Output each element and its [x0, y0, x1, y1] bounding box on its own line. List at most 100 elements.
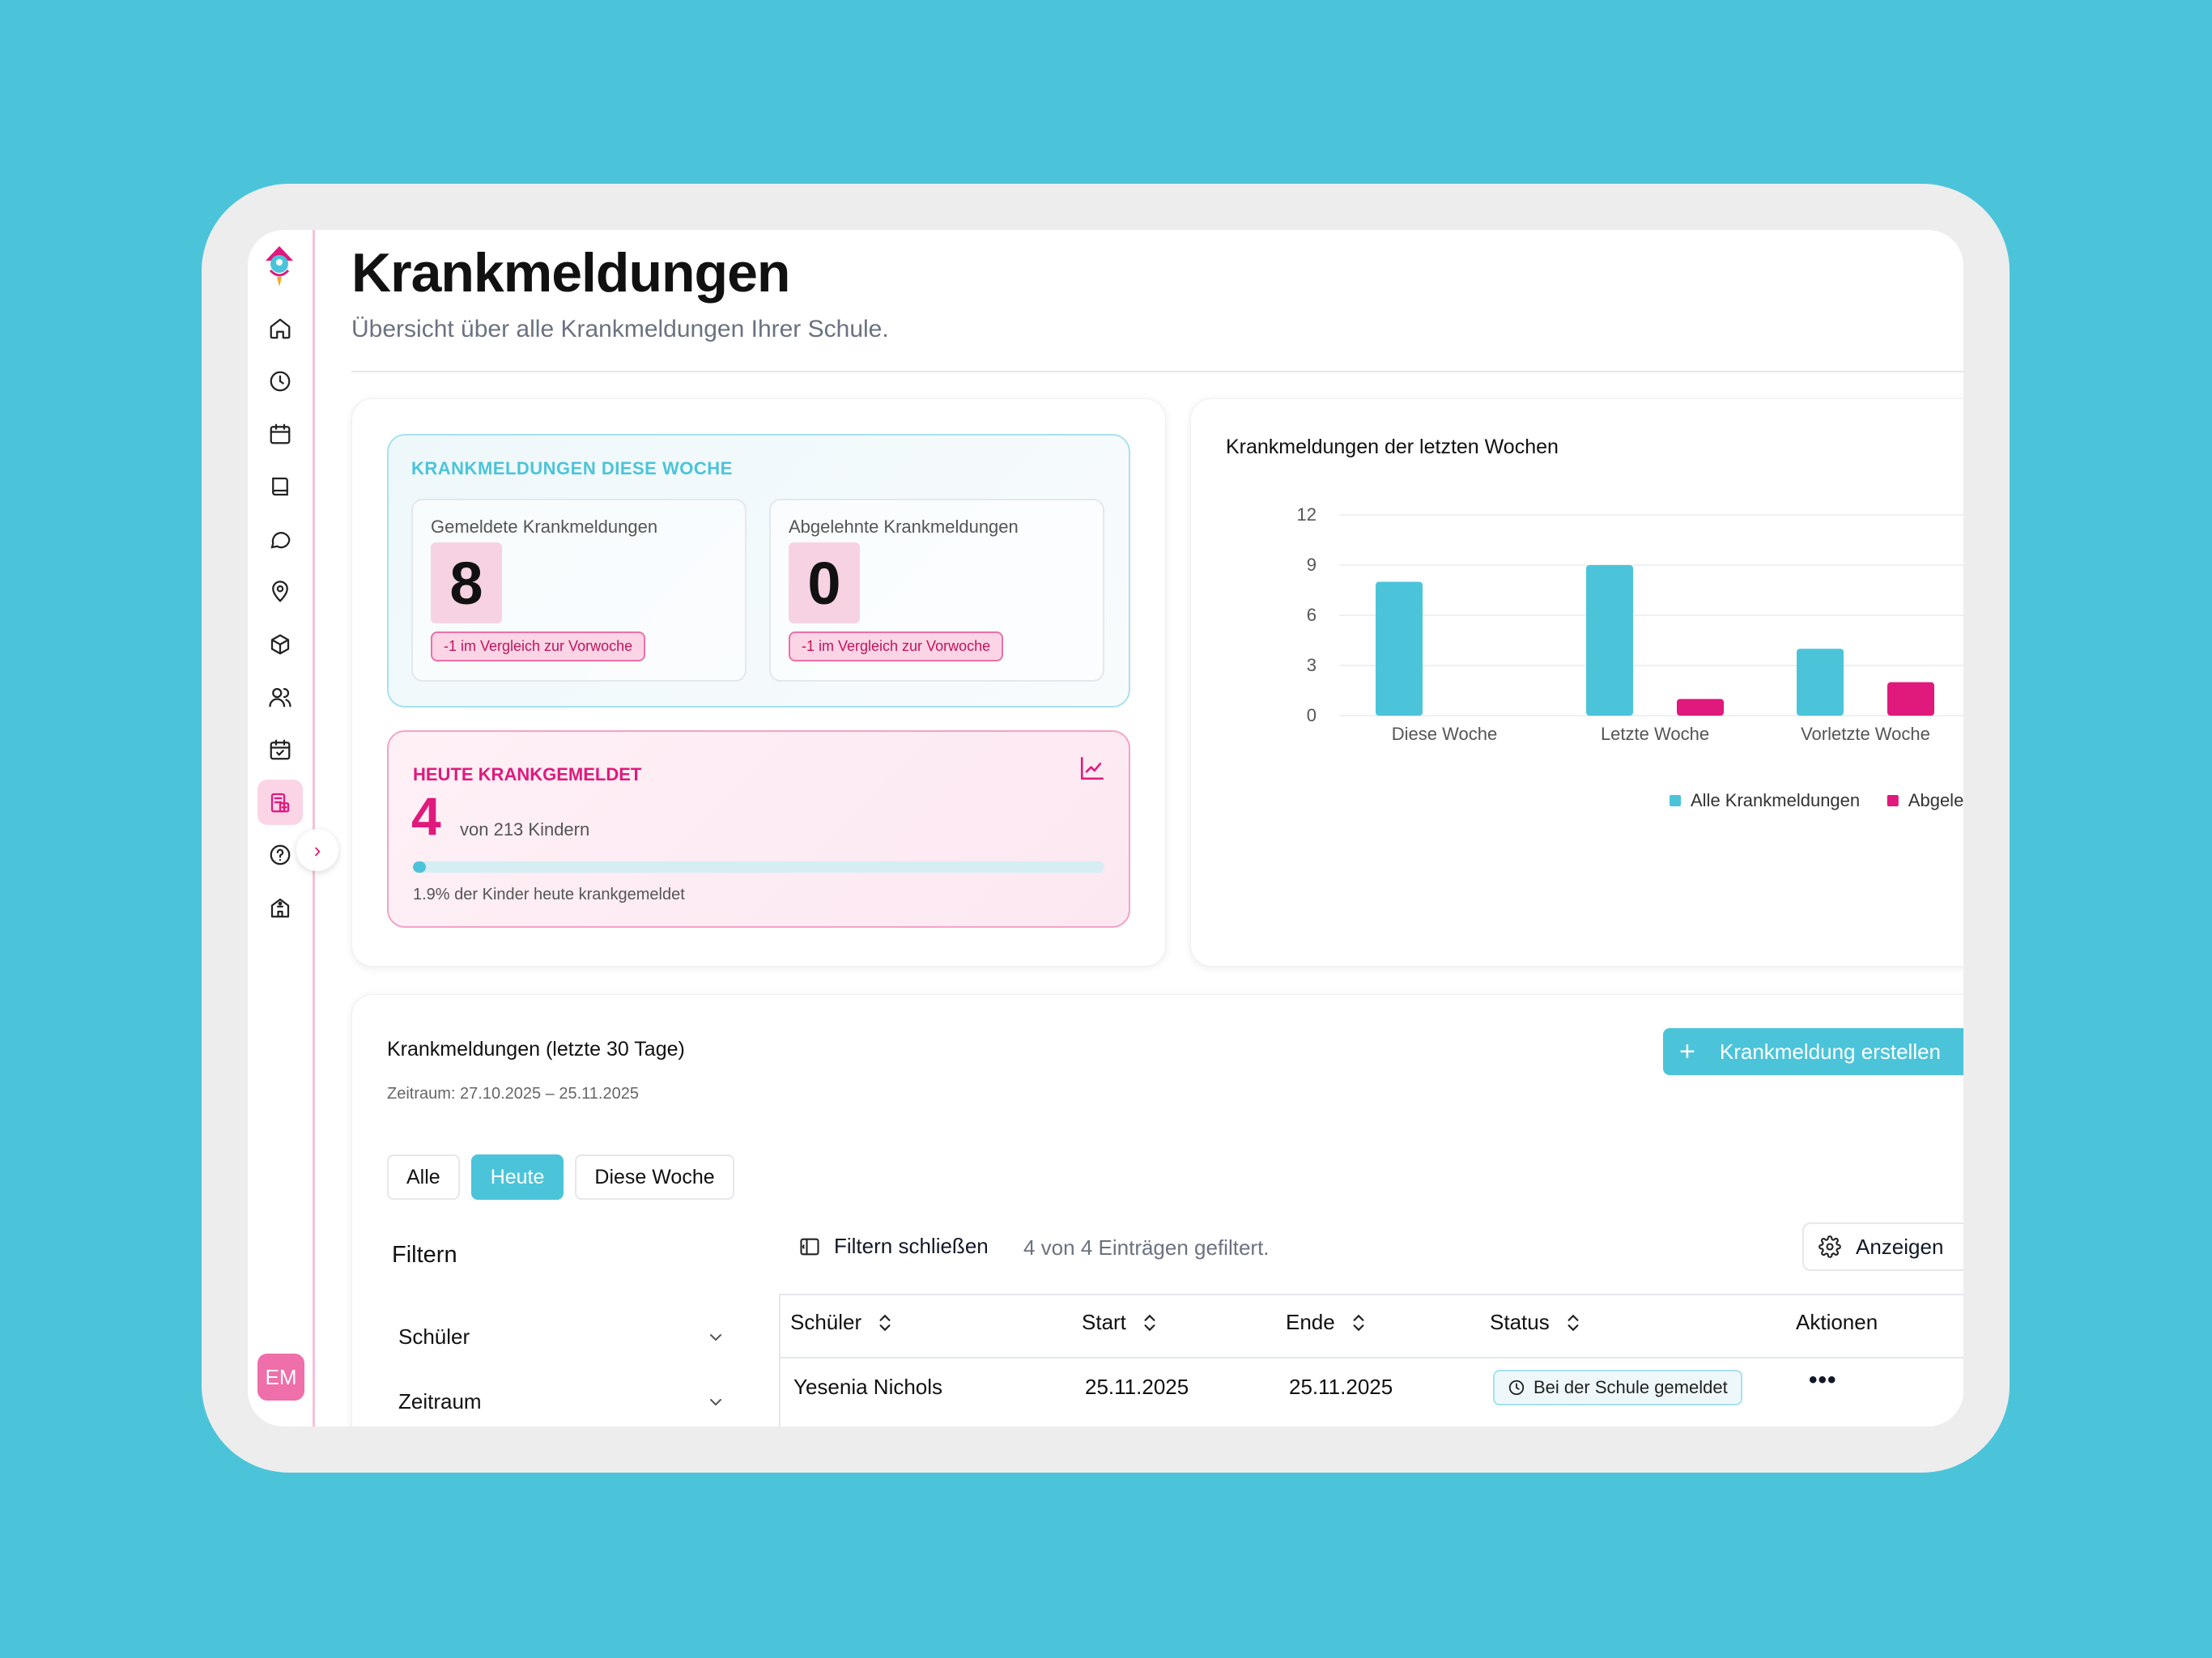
- rejected-stat-value: 0: [789, 542, 860, 623]
- sidebar-expand-button[interactable]: ›: [296, 829, 338, 871]
- filter-count: 4 von 4 Einträgen gefiltert.: [1023, 1235, 1270, 1260]
- filter-period[interactable]: Zeitraum: [398, 1389, 725, 1414]
- bar: [1677, 699, 1724, 716]
- today-value: 4: [411, 786, 441, 846]
- create-sick-report-button[interactable]: + Krankmeldung erstellen: [1663, 1028, 1963, 1075]
- y-tick-label: 3: [1307, 655, 1317, 675]
- nav-location[interactable]: [257, 569, 303, 614]
- app-logo-icon: [266, 246, 293, 287]
- col-header-end[interactable]: Ende: [1286, 1310, 1368, 1335]
- today-progress-bar: [413, 861, 1104, 873]
- book-icon: [272, 477, 288, 496]
- today-sick-panel: HEUTE KRANKGEMELDET 4 von 213 Kindern 1.…: [387, 730, 1130, 928]
- nav-sick-reports[interactable]: [257, 780, 303, 825]
- filter-student[interactable]: Schüler: [398, 1324, 725, 1350]
- col-header-status[interactable]: Status: [1490, 1310, 1582, 1335]
- sort-icon: [1568, 1314, 1579, 1331]
- nav-school[interactable]: [257, 885, 303, 930]
- legend-label: Alle Krankmeldungen: [1691, 790, 1860, 810]
- bar: [1797, 648, 1844, 716]
- help-icon: [270, 844, 291, 865]
- nav-calendar[interactable]: [257, 411, 303, 457]
- y-tick-label: 6: [1307, 605, 1317, 625]
- plus-icon: +: [1679, 1036, 1695, 1067]
- nav-schedule[interactable]: [257, 727, 303, 772]
- clock-icon: [270, 371, 291, 392]
- list-title: Krankmeldungen (letzte 30 Tage): [387, 1038, 685, 1061]
- col-end-label: Ende: [1286, 1310, 1335, 1334]
- nav-book[interactable]: [257, 464, 303, 509]
- header-row-divider: [781, 1357, 1963, 1358]
- row-student: Yesenia Nichols: [793, 1375, 943, 1399]
- today-progress-fill: [413, 861, 427, 873]
- tab-diese-woche[interactable]: Diese Woche: [575, 1154, 734, 1200]
- view-options-button[interactable]: Anzeigen: [1802, 1222, 1963, 1271]
- x-tick-label: Letzte Woche: [1601, 724, 1709, 744]
- list-date-range: Zeitraum: 27.10.2025 – 25.11.2025: [387, 1085, 639, 1103]
- package-icon: [270, 634, 290, 655]
- today-label: HEUTE KRANKGEMELDET: [413, 764, 642, 784]
- x-tick-label: Diese Woche: [1392, 724, 1497, 744]
- y-tick-label: 0: [1307, 705, 1317, 725]
- row-end: 25.11.2025: [1289, 1375, 1393, 1399]
- nav-history[interactable]: [257, 359, 303, 404]
- sort-icon: [1144, 1314, 1155, 1331]
- nav-package[interactable]: [257, 622, 303, 667]
- rejected-stat-badge: -1 im Vergleich zur Vorwoche: [789, 631, 1004, 661]
- nav-users[interactable]: [257, 674, 303, 720]
- tab-heute[interactable]: Heute: [470, 1154, 564, 1200]
- app-screen: EM › Krankmeldungen Übersicht über alle …: [248, 230, 1963, 1426]
- sidebar: EM: [248, 230, 315, 1426]
- sick-report-table: Schüler Start Ende Status Aktionen Yesen…: [779, 1294, 1963, 1426]
- row-start: 25.11.2025: [1085, 1375, 1189, 1399]
- chevron-right-icon: ›: [313, 837, 321, 862]
- today-progress-text: 1.9% der Kinder heute krankgemeldet: [413, 886, 685, 903]
- week-stats-label: KRANKMELDUNGEN DIESE WOCHE: [411, 458, 733, 478]
- reported-stat-value: 8: [431, 542, 502, 623]
- nav-messages[interactable]: [257, 517, 303, 562]
- chevron-down-icon: [710, 1333, 721, 1341]
- col-actions-label: Aktionen: [1796, 1310, 1878, 1334]
- nav-home[interactable]: [257, 306, 303, 351]
- tab-alle[interactable]: Alle: [387, 1154, 460, 1200]
- user-avatar[interactable]: EM: [257, 1354, 304, 1401]
- chevron-down-icon: [710, 1398, 721, 1405]
- close-filters-button[interactable]: Filtern schließen: [798, 1234, 989, 1259]
- y-tick-label: 12: [1297, 505, 1317, 525]
- bar: [1887, 682, 1934, 716]
- bar-chart: 0 3 6 9 12 Diese Woche Letzte Woche Vorletzte W…: [1297, 505, 1963, 810]
- x-tick-label: Vorletzte Woche: [1801, 724, 1930, 744]
- page-title: Krankmeldungen: [351, 242, 790, 304]
- col-header-student[interactable]: Schüler: [790, 1310, 894, 1335]
- users-icon: [269, 687, 291, 708]
- legend-label: Abgelehnt: [1908, 790, 1963, 810]
- col-student-label: Schüler: [790, 1310, 862, 1334]
- sick-report-icon: [270, 793, 290, 813]
- status-badge: Bei der Schule gemeldet: [1493, 1370, 1742, 1405]
- chart-title: Krankmeldungen der letzten Wochen: [1226, 436, 1559, 458]
- filter-heading: Filtern: [392, 1242, 457, 1268]
- gear-icon: [1819, 1235, 1841, 1258]
- reported-stat-box: Gemeldete Krankmeldungen 8 -1 im Verglei…: [411, 499, 747, 682]
- today-total: von 213 Kindern: [460, 819, 590, 840]
- col-header-start[interactable]: Start: [1082, 1310, 1159, 1335]
- page-subtitle: Übersicht über alle Krankmeldungen Ihrer…: [351, 316, 889, 342]
- calendar-icon: [270, 423, 291, 444]
- reported-stat-badge: -1 im Vergleich zur Vorwoche: [431, 631, 646, 661]
- filter-period-label: Zeitraum: [398, 1389, 482, 1414]
- sort-icon: [1353, 1314, 1364, 1331]
- reported-stat-title: Gemeldete Krankmeldungen: [431, 517, 658, 537]
- line-chart-icon[interactable]: [1078, 755, 1106, 782]
- clock-icon: [1508, 1380, 1525, 1396]
- close-filters-label: Filtern schließen: [834, 1234, 989, 1258]
- col-header-actions: Aktionen: [1796, 1310, 1878, 1335]
- row-actions-button[interactable]: •••: [1809, 1367, 1837, 1393]
- view-options-label: Anzeigen: [1856, 1234, 1944, 1259]
- rejected-stat-title: Abgelehnte Krankmeldungen: [789, 517, 1019, 537]
- chat-icon: [270, 532, 291, 549]
- sort-icon: [879, 1314, 891, 1331]
- legend-swatch: [1670, 795, 1681, 806]
- col-start-label: Start: [1082, 1310, 1126, 1334]
- bar: [1376, 581, 1423, 716]
- nav-help[interactable]: [257, 832, 303, 878]
